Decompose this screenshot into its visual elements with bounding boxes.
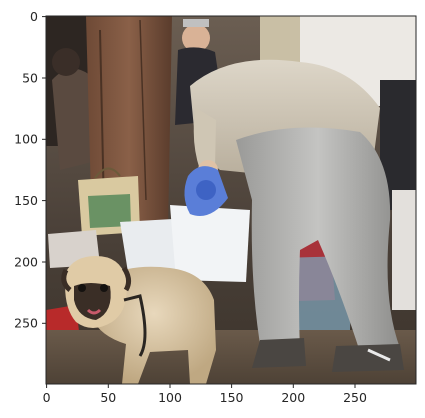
x-tick-label: 250 xyxy=(343,390,367,405)
x-tick-label: 0 xyxy=(43,390,51,405)
x-tick-label: 200 xyxy=(281,390,305,405)
y-tick-label: 100 xyxy=(14,132,38,147)
y-tick-label: 250 xyxy=(14,316,38,331)
y-axis: 0 50 100 150 200 250 xyxy=(14,9,46,331)
axes-frame xyxy=(45,15,417,385)
x-tick-label: 100 xyxy=(158,390,182,405)
y-tick-label: 0 xyxy=(30,9,38,24)
x-tick-label: 150 xyxy=(220,390,244,405)
x-axis: 0 50 100 150 200 250 xyxy=(43,384,367,405)
y-tick-label: 50 xyxy=(22,70,38,85)
photograph xyxy=(46,16,416,384)
y-tick-label: 150 xyxy=(14,193,38,208)
y-tick-label: 200 xyxy=(14,254,38,269)
x-tick-label: 50 xyxy=(100,390,116,405)
